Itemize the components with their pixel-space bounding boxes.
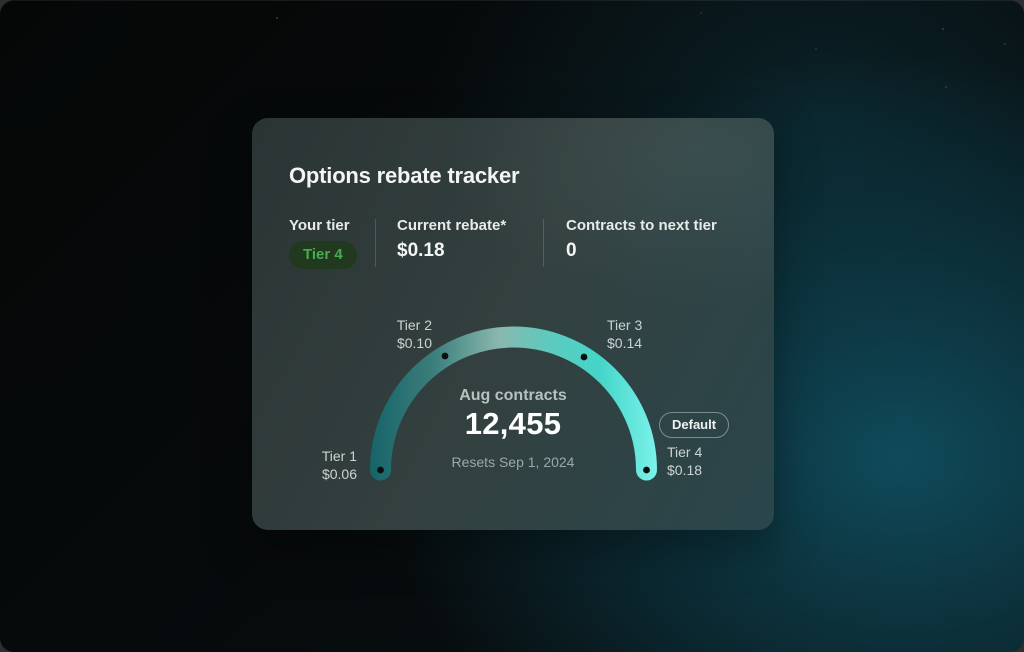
- stat-label-current-rebate: Current rebate*: [397, 217, 507, 234]
- tier-2-name: Tier 2: [396, 317, 432, 333]
- stat-your-tier: Your tier Tier 4: [289, 217, 375, 269]
- stat-value-current-rebate: $0.18: [397, 240, 445, 261]
- tier-4-dot: [643, 466, 650, 474]
- stat-label-contracts-next-tier: Contracts to next tier: [566, 217, 717, 234]
- tier-2-label: Tier 2 $0.10: [332, 316, 432, 352]
- gauge-center-value: 12,455: [464, 406, 562, 441]
- tier-3-dot: [580, 353, 588, 361]
- stats-row: Your tier Tier 4 Current rebate* $0.18 C…: [289, 217, 717, 269]
- tier-1-dot: [377, 466, 384, 474]
- tier-status-badge: Tier 4: [289, 241, 357, 269]
- tier-4-label: Tier 4 $0.18: [667, 443, 702, 479]
- tier-3-name: Tier 3: [607, 317, 643, 333]
- tier-1-rate: $0.06: [321, 466, 357, 482]
- stat-current-rebate: Current rebate* $0.18: [376, 217, 543, 269]
- gauge-arc-path: [370, 326, 657, 481]
- tier-3-label: Tier 3 $0.14: [607, 316, 642, 352]
- rebate-gauge-arc: [370, 326, 657, 481]
- tier-4-name: Tier 4: [667, 444, 703, 460]
- default-badge[interactable]: Default: [659, 412, 730, 438]
- gauge-reset-note: Resets Sep 1, 2024: [451, 454, 575, 470]
- tier-3-rate: $0.14: [607, 335, 643, 351]
- stat-value-contracts-next-tier: 0: [566, 240, 577, 261]
- stat-label-your-tier: Your tier: [289, 217, 350, 234]
- background-speckles: [0, 0, 2, 2]
- card-title: Options rebate tracker: [289, 163, 520, 188]
- tier-1-name: Tier 1: [321, 448, 357, 464]
- tier-2-dot: [441, 352, 449, 360]
- stat-divider: [375, 219, 376, 267]
- tier-2-rate: $0.10: [396, 335, 432, 351]
- options-rebate-tracker-card: Options rebate tracker Your tier Tier 4 …: [252, 118, 774, 530]
- stat-divider: [543, 219, 544, 267]
- stat-contracts-next-tier: Contracts to next tier 0: [544, 217, 717, 269]
- tier-4-rate: $0.18: [667, 462, 703, 478]
- tier-1-label: Tier 1 $0.06: [257, 447, 357, 483]
- gauge-center-label: Aug contracts: [459, 387, 567, 404]
